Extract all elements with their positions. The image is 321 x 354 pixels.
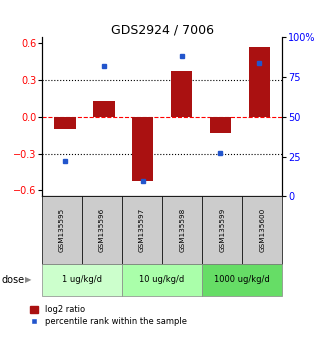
Text: 1000 ug/kg/d: 1000 ug/kg/d bbox=[214, 275, 270, 284]
Text: 10 ug/kg/d: 10 ug/kg/d bbox=[140, 275, 185, 284]
Bar bbox=[122, 196, 162, 264]
Text: 1 ug/kg/d: 1 ug/kg/d bbox=[62, 275, 102, 284]
Bar bbox=[132, 117, 153, 181]
Bar bbox=[42, 264, 122, 296]
Text: ▶: ▶ bbox=[25, 275, 31, 284]
Legend: log2 ratio, percentile rank within the sample: log2 ratio, percentile rank within the s… bbox=[30, 305, 187, 326]
Bar bbox=[93, 101, 115, 117]
Text: GSM135597: GSM135597 bbox=[139, 208, 145, 252]
Text: GSM135599: GSM135599 bbox=[219, 208, 225, 252]
Text: GSM135596: GSM135596 bbox=[99, 208, 105, 252]
Bar bbox=[171, 72, 192, 117]
Bar bbox=[122, 264, 202, 296]
Bar bbox=[248, 47, 270, 117]
Text: GSM135595: GSM135595 bbox=[59, 208, 65, 252]
Bar bbox=[202, 196, 242, 264]
Bar bbox=[54, 117, 76, 129]
Title: GDS2924 / 7006: GDS2924 / 7006 bbox=[111, 23, 213, 36]
Bar bbox=[42, 196, 82, 264]
Text: GSM135598: GSM135598 bbox=[179, 208, 185, 252]
Bar bbox=[210, 117, 231, 133]
Bar bbox=[82, 196, 122, 264]
Text: dose: dose bbox=[2, 275, 25, 285]
Text: GSM135600: GSM135600 bbox=[259, 208, 265, 252]
Bar bbox=[242, 196, 282, 264]
Bar bbox=[162, 196, 202, 264]
Bar bbox=[202, 264, 282, 296]
